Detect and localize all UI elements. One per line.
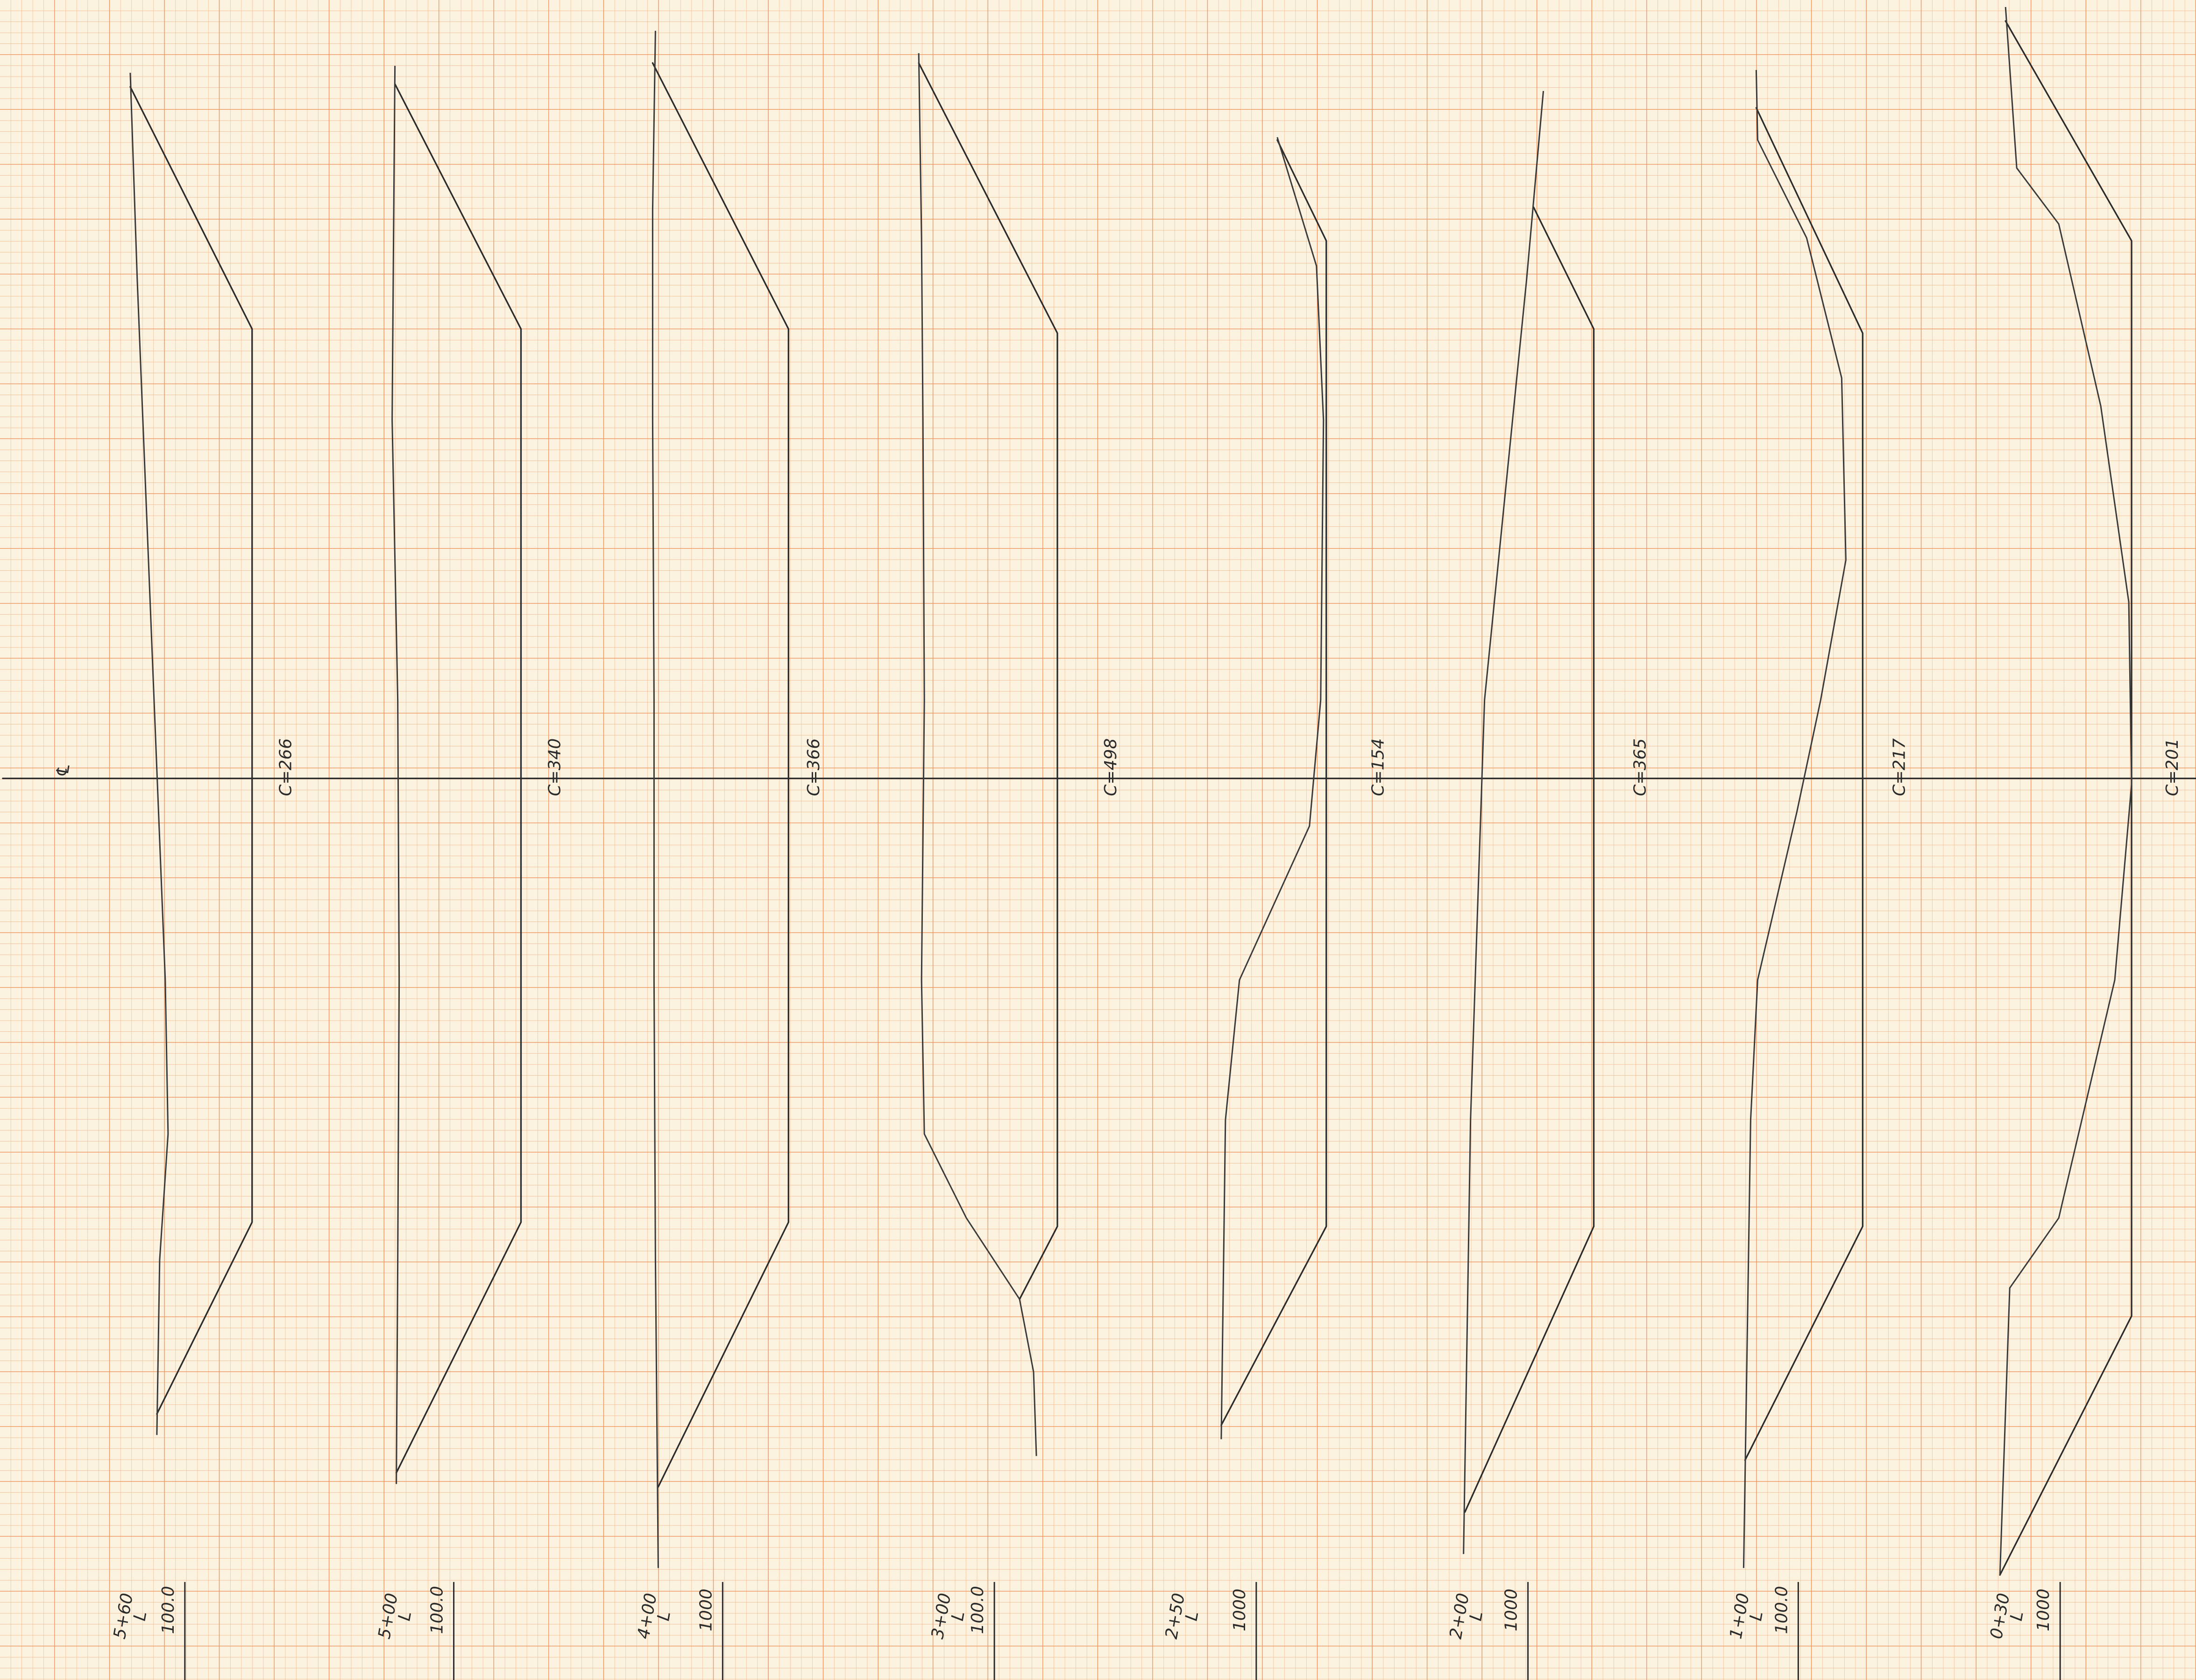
datum-label: 100.0 [159,1586,178,1634]
template [394,83,522,1474]
ground-lines [129,7,2132,1575]
centerline-symbol: ℄ [52,761,74,779]
templates [129,20,2132,1576]
template [1744,107,1863,1461]
datum-label: 1000 [2034,1588,2053,1631]
datum-label: 100.0 [1772,1586,1791,1634]
template [129,86,253,1415]
ground-line [918,53,1037,1456]
template [1464,206,1595,1513]
cut-label: C=201 [2163,738,2182,796]
datum-label: 1000 [1230,1588,1249,1631]
cut-label: C=365 [1630,738,1650,796]
ground-line [391,65,400,1484]
ground-line [129,72,169,1435]
datum-label: 1000 [696,1588,715,1631]
cut-label: C=498 [1101,738,1120,796]
template [1220,139,1327,1426]
template [918,62,1058,1300]
template [652,62,789,1488]
datum-label: 100.0 [428,1586,447,1634]
datum-label: 1000 [1502,1588,1521,1631]
cut-label: C=366 [804,738,823,796]
cut-label: C=266 [276,738,296,796]
ground-line [1999,7,2132,1575]
datum-label: 100.0 [968,1586,987,1634]
ground-line [652,30,659,1568]
ground-line [1743,70,1847,1568]
ground-line [1220,137,1325,1439]
cut-label: C=340 [545,738,564,796]
cut-label: C=154 [1369,738,1388,796]
ground-line [1463,91,1544,1554]
cut-label: C=217 [1890,738,1909,796]
